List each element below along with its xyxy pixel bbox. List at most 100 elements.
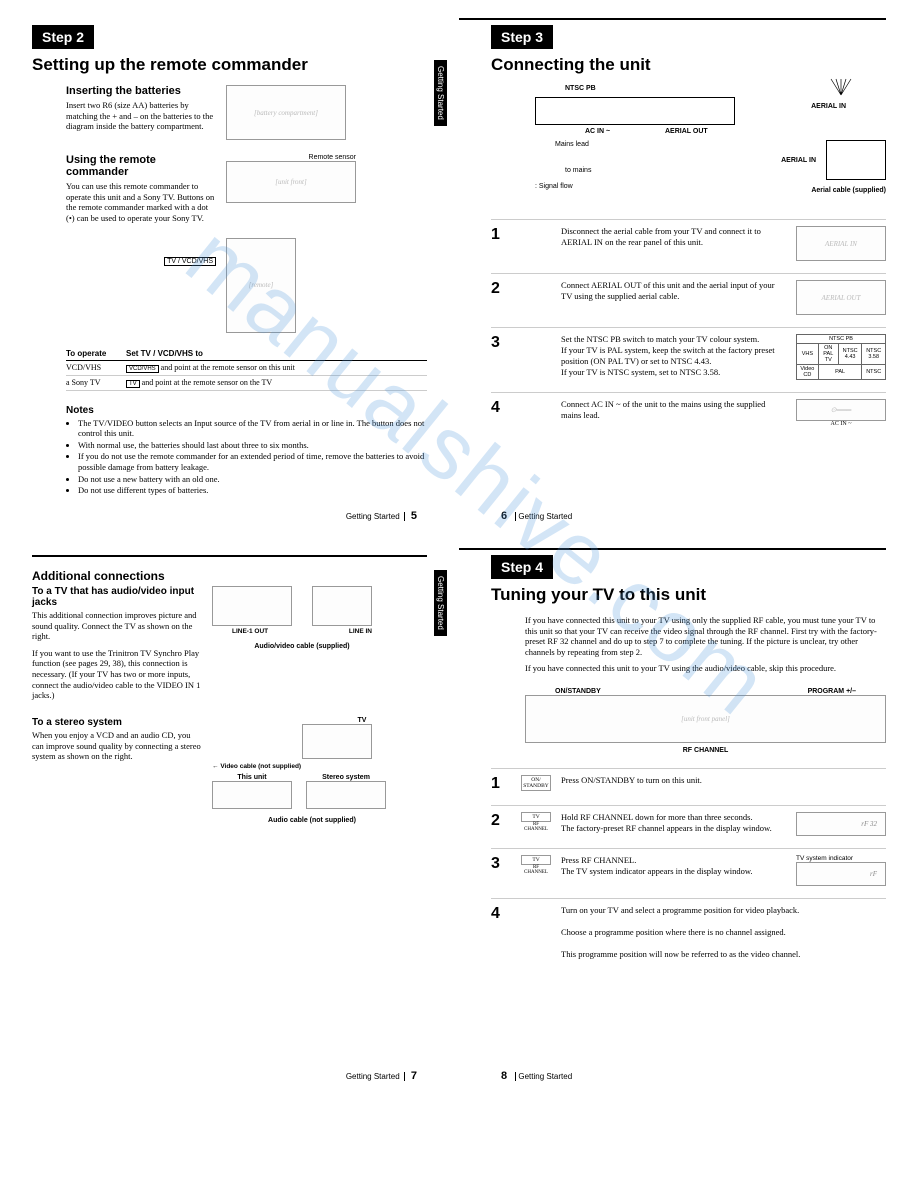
page-num-7: 7 [407, 1070, 421, 1082]
using-remote-section: Using the remote commander You can use t… [66, 154, 427, 224]
side-tab-7: Getting Started [434, 570, 447, 636]
tv-sys-indicator-label: TV system indicator [796, 855, 886, 862]
op-table-r2c1: a Sony TV [66, 375, 126, 390]
tuning-diagram: ON/STANDBY PROGRAM +/– [unit front panel… [525, 688, 886, 754]
vcd-btn: VCD/VHS [126, 365, 159, 373]
aerial-cable-label: Aerial cable (supplied) [811, 187, 886, 194]
ac-in-label: AC IN ~ [585, 128, 610, 135]
stereo-p: When you enjoy a VCD and an audio CD, yo… [32, 730, 202, 762]
s3t1: Set the NTSC PB switch to match your TV … [561, 334, 759, 344]
standby-btn-icon: ON/STANDBY [521, 775, 551, 791]
notes-section: Notes The TV/VIDEO button selects an Inp… [66, 405, 427, 496]
tune-1-num: 1 [491, 775, 511, 793]
page-rule-8 [459, 548, 886, 550]
side-tab: Getting Started [434, 60, 447, 126]
battery-diagram: [battery compartment] [226, 85, 346, 140]
unit-rear-box [535, 97, 735, 125]
additional-connections-heading: Additional connections [32, 569, 427, 583]
antenna-icon [826, 77, 856, 97]
using-remote-heading: Using the remote commander [66, 154, 216, 178]
tv-box [826, 140, 886, 180]
ntsc-r1c3: NTSC 3.58 [862, 344, 886, 365]
conn-step-2-num: 2 [491, 280, 511, 315]
this-unit-label: This unit [212, 774, 292, 781]
ntsc-r1c0: VHS [797, 344, 819, 365]
page-7: Additional connections Getting Started T… [0, 530, 459, 1090]
using-remote-body: You can use this remote commander to ope… [66, 181, 216, 224]
conn-step-4: 4 Connect AC IN ~ of the unit to the mai… [491, 392, 886, 427]
step-4-banner: Step 4 [491, 555, 553, 579]
page-num-5: 5 [407, 510, 421, 522]
aerial-in-label: AERIAL IN [811, 103, 846, 110]
ntsc-r1c1: ON PAL TV [818, 344, 838, 365]
page-6: Step 3 Connecting the unit NTSC PB AERIA… [459, 0, 918, 530]
footer-label-5: Getting Started [346, 512, 400, 521]
step2-fig: AERIAL OUT [796, 280, 886, 315]
av-cable-label: Audio/video cable (supplied) [212, 643, 392, 650]
tv-btn-icon-2: TV [521, 812, 551, 822]
aerial-in-tv-label: AERIAL IN [781, 157, 816, 164]
notes-list: The TV/VIDEO button selects an Input sou… [78, 418, 427, 496]
conn-step-3-text: Set the NTSC PB switch to match your TV … [561, 334, 786, 380]
ntsc-r2c0: Video CD [797, 365, 819, 380]
operate-table: To operate Set TV / VCD/VHS to VCD/VHS V… [66, 347, 427, 391]
note-3: If you do not use the remote commander f… [78, 451, 427, 472]
rf-sub-2: RF CHANNEL [521, 822, 551, 832]
tv-box-1 [312, 586, 372, 626]
tune-3-text: Press RF CHANNEL. The TV system indicato… [561, 855, 786, 886]
t4t2: Choose a programme position where there … [561, 927, 786, 937]
step-3-banner: Step 3 [491, 25, 553, 49]
op-table-r1c1: VCD/VHS [66, 360, 126, 375]
footer-label-7: Getting Started [346, 1072, 400, 1081]
unit-front-tuning: [unit front panel] [525, 695, 886, 743]
page-8: Step 4 Tuning your TV to this unit If yo… [459, 530, 918, 1090]
note-1: The TV/VIDEO button selects an Input sou… [78, 418, 427, 439]
tv-vcd-switch-label: TV / VCD/VHS [164, 257, 216, 266]
step-2-banner: Step 2 [32, 25, 94, 49]
op-table-h2: Set TV / VCD/VHS to [126, 347, 427, 361]
page-5: Step 2 Setting up the remote commander G… [0, 0, 459, 530]
tuning-intro-1: If you have connected this unit to your … [525, 615, 886, 658]
inserting-batteries-body: Insert two R6 (size AA) batteries by mat… [66, 100, 216, 132]
tv-btn: TV [126, 380, 140, 388]
spread-2: Additional connections Getting Started T… [0, 530, 918, 1090]
ac-in-fig-label: AC IN ~ [796, 421, 886, 427]
t3t2: The TV system indicator appears in the d… [561, 866, 753, 876]
tuning-intro: If you have connected this unit to your … [525, 615, 886, 674]
operate-table-section: To operate Set TV / VCD/VHS to VCD/VHS V… [66, 347, 427, 391]
page-8-footer: 8 Getting Started [497, 1070, 572, 1082]
footer-label-8: Getting Started [518, 1072, 572, 1081]
linein-label: LINE IN [349, 628, 372, 635]
tv-av-sub: To a TV that has audio/video input jacks [32, 586, 202, 608]
conn-step-1: 1 Disconnect the aerial cable from your … [491, 219, 886, 261]
tune-step-3: 3 TV RF CHANNEL Press RF CHANNEL. The TV… [491, 848, 886, 886]
page-num-8: 8 [497, 1070, 511, 1082]
aerial-out-label: AERIAL OUT [665, 128, 708, 135]
tune-3-num: 3 [491, 855, 511, 886]
rf-channel-label: RF CHANNEL [525, 747, 886, 754]
t2t1: Hold RF CHANNEL down for more than three… [561, 812, 753, 822]
conn-step-2-text: Connect AERIAL OUT of this unit and the … [561, 280, 786, 315]
t4t1: Turn on your TV and select a programme p… [561, 905, 799, 915]
ntsc-hdr: NTSC PB [797, 335, 886, 344]
conn-step-3-num: 3 [491, 334, 511, 380]
tv-btn-icon-3: TV [521, 855, 551, 865]
conn-step-2: 2 Connect AERIAL OUT of this unit and th… [491, 273, 886, 315]
tv-av-section: To a TV that has audio/video input jacks… [32, 586, 427, 701]
conn-step-4-num: 4 [491, 399, 511, 427]
page-rule-6 [459, 18, 886, 20]
program-label: PROGRAM +/– [808, 688, 856, 695]
note-5: Do not use different types of batteries. [78, 485, 427, 496]
page-7-rule [32, 555, 427, 557]
t2t2: The factory-preset RF channel appears in… [561, 823, 772, 833]
display-rf: rF [796, 862, 886, 886]
notes-heading: Notes [66, 405, 427, 416]
page-6-footer: 6 Getting Started [497, 510, 572, 522]
page-7-footer: Getting Started 7 [346, 1070, 421, 1082]
tune-1-text: Press ON/STANDBY to turn on this unit. [561, 775, 886, 793]
signal-flow-label: : Signal flow [535, 183, 573, 190]
video-cable-label: Video cable (not supplied) [220, 763, 301, 770]
page-num-6: 6 [497, 510, 511, 522]
on-standby-label: ON/STANDBY [555, 688, 601, 695]
display-rf32: rF 32 [796, 812, 886, 836]
